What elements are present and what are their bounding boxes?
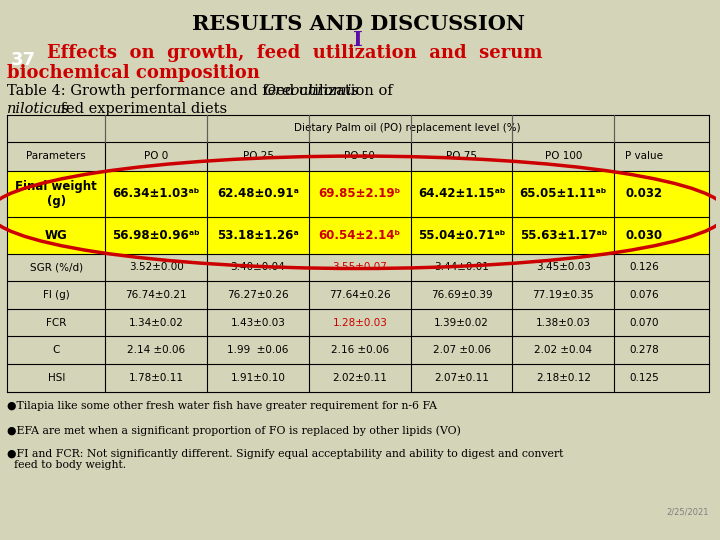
Text: 3.45±0.03: 3.45±0.03 (536, 262, 590, 272)
Text: 55.63±1.17ᵃᵇ: 55.63±1.17ᵃᵇ (520, 229, 607, 242)
Text: Final weight
(g): Final weight (g) (15, 180, 97, 208)
Text: 76.74±0.21: 76.74±0.21 (125, 290, 187, 300)
Bar (7, 217, 709, 254)
Text: FI (g): FI (g) (43, 290, 70, 300)
Text: ●EFA are met when a significant proportion of FO is replaced by other lipids (VO: ●EFA are met when a significant proporti… (7, 425, 461, 436)
Text: 0.278: 0.278 (629, 345, 659, 355)
Text: PO 50: PO 50 (344, 151, 375, 161)
Text: 53.18±1.26ᵃ: 53.18±1.26ᵃ (217, 229, 299, 242)
Text: I: I (353, 30, 363, 50)
Text: 1.39±0.02: 1.39±0.02 (434, 318, 489, 328)
Text: 76.69±0.39: 76.69±0.39 (431, 290, 492, 300)
Text: SGR (%/d): SGR (%/d) (30, 262, 83, 272)
Text: 77.19±0.35: 77.19±0.35 (533, 290, 594, 300)
Text: 1.99  ±0.06: 1.99 ±0.06 (228, 345, 289, 355)
Text: 55.04±0.71ᵃᵇ: 55.04±0.71ᵃᵇ (418, 229, 505, 242)
Text: 60.54±2.14ᵇ: 60.54±2.14ᵇ (319, 229, 401, 242)
Text: 0.076: 0.076 (629, 290, 659, 300)
Text: P value: P value (625, 151, 663, 161)
Text: 1.78±0.11: 1.78±0.11 (129, 373, 184, 383)
Text: PO 100: PO 100 (544, 151, 582, 161)
Text: 3.44±0.01: 3.44±0.01 (434, 262, 489, 272)
Text: 0.032: 0.032 (626, 187, 662, 200)
Text: WG: WG (45, 229, 68, 242)
Text: HSI: HSI (48, 373, 65, 383)
Text: 3.52±0.00: 3.52±0.00 (129, 262, 184, 272)
Text: 65.05±1.11ᵃᵇ: 65.05±1.11ᵃᵇ (520, 187, 607, 200)
Text: niloticus: niloticus (7, 102, 70, 116)
Text: 76.27±0.26: 76.27±0.26 (228, 290, 289, 300)
Text: 62.48±0.91ᵃ: 62.48±0.91ᵃ (217, 187, 299, 200)
Text: 0.125: 0.125 (629, 373, 659, 383)
Text: fed experimental diets: fed experimental diets (56, 102, 227, 116)
Text: C: C (53, 345, 60, 355)
Text: 2/25/2021: 2/25/2021 (667, 508, 709, 517)
Text: 77.64±0.26: 77.64±0.26 (329, 290, 390, 300)
Text: 1.38±0.03: 1.38±0.03 (536, 318, 590, 328)
Text: 0.126: 0.126 (629, 262, 659, 272)
Text: 3.40±0.04: 3.40±0.04 (230, 262, 285, 272)
Text: PO 75: PO 75 (446, 151, 477, 161)
Text: 2.02±0.11: 2.02±0.11 (333, 373, 387, 383)
Text: 2.14 ±0.06: 2.14 ±0.06 (127, 345, 185, 355)
Text: FCR: FCR (46, 318, 66, 328)
Text: 3.55±0.07: 3.55±0.07 (333, 262, 387, 272)
Text: 64.42±1.15ᵃᵇ: 64.42±1.15ᵃᵇ (418, 187, 505, 200)
Bar (7, 171, 709, 217)
Text: ●Tilapia like some other fresh water fish have greater requirement for n-6 FA: ●Tilapia like some other fresh water fis… (7, 401, 437, 411)
Text: 66.34±1.03ᵃᵇ: 66.34±1.03ᵃᵇ (112, 187, 200, 200)
Text: 1.34±0.02: 1.34±0.02 (129, 318, 184, 328)
Text: 1.43±0.03: 1.43±0.03 (230, 318, 285, 328)
Text: Table 4: Growth performance and feed utilization of: Table 4: Growth performance and feed uti… (7, 84, 397, 98)
Text: 2.07 ±0.06: 2.07 ±0.06 (433, 345, 490, 355)
Text: PO 0: PO 0 (144, 151, 168, 161)
Text: Effects  on  growth,  feed  utilization  and  serum: Effects on growth, feed utilization and … (47, 44, 542, 62)
Text: PO 25: PO 25 (243, 151, 274, 161)
Text: Oreochromis: Oreochromis (264, 84, 359, 98)
Text: 1.91±0.10: 1.91±0.10 (230, 373, 285, 383)
Text: biochemical composition: biochemical composition (7, 64, 260, 82)
Text: 69.85±2.19ᵇ: 69.85±2.19ᵇ (319, 187, 401, 200)
Text: 2.18±0.12: 2.18±0.12 (536, 373, 591, 383)
Text: 1.28±0.03: 1.28±0.03 (333, 318, 387, 328)
Text: Dietary Palm oil (PO) replacement level (%): Dietary Palm oil (PO) replacement level … (294, 124, 521, 133)
Text: RESULTS AND DISCUSSION: RESULTS AND DISCUSSION (192, 14, 525, 33)
Text: 2.02 ±0.04: 2.02 ±0.04 (534, 345, 593, 355)
Text: 2.07±0.11: 2.07±0.11 (434, 373, 489, 383)
Text: 37: 37 (11, 51, 36, 69)
Text: Parameters: Parameters (27, 151, 86, 161)
Text: 56.98±0.96ᵃᵇ: 56.98±0.96ᵃᵇ (112, 229, 200, 242)
Text: 0.030: 0.030 (626, 229, 662, 242)
Text: 0.070: 0.070 (629, 318, 659, 328)
Text: 2.16 ±0.06: 2.16 ±0.06 (330, 345, 389, 355)
Text: ●FI and FCR: Not significantly different. Signify equal acceptability and abilit: ●FI and FCR: Not significantly different… (7, 449, 564, 470)
